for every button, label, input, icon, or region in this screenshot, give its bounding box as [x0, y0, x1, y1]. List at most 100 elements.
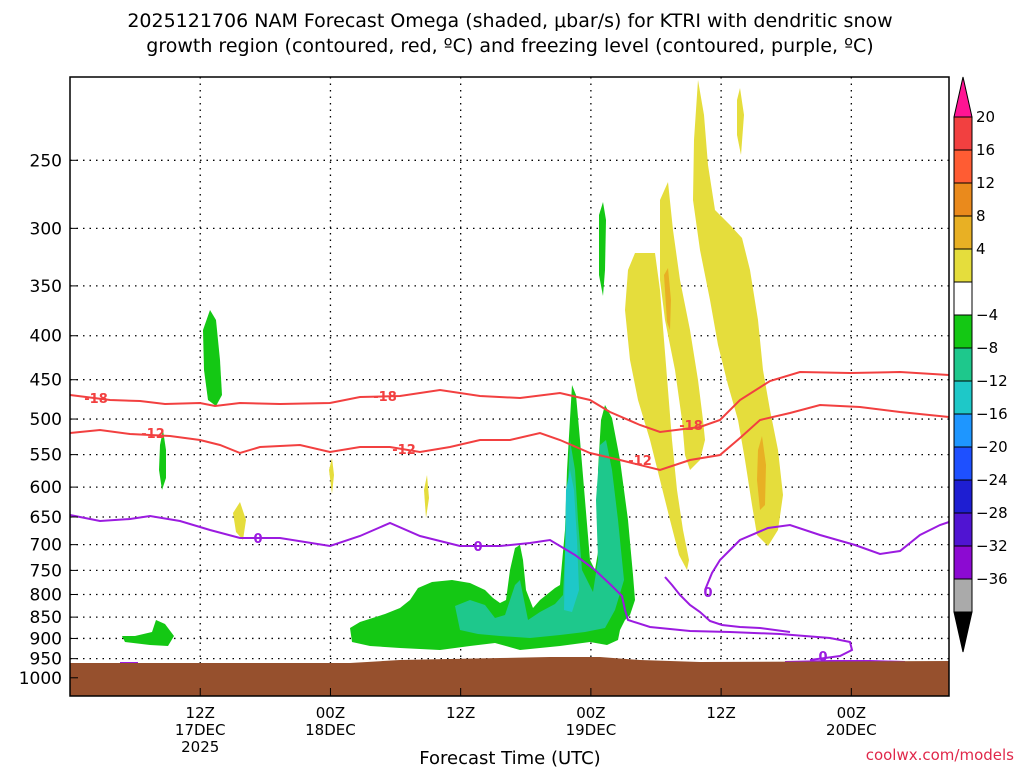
chart-title-line2: growth region (contoured, red, ºC) and f…	[146, 35, 873, 57]
x-tick-label: 2025	[181, 738, 219, 756]
contour-labels: -18 -18 -18 -12 -12 -12 0 0 0 0	[84, 390, 827, 665]
omega-downward-plume-west	[625, 253, 689, 570]
credit-text: coolwx.com/models	[866, 746, 1014, 764]
omega-shading-downward	[233, 80, 783, 570]
y-tick-label: 850	[30, 608, 62, 628]
y-tick-label: 400	[30, 327, 62, 347]
contour-label-minus18-2: -18	[373, 390, 397, 405]
colorbar-segment	[953, 545, 973, 580]
y-tick-label: 550	[30, 446, 62, 466]
contour-label-minus18-3: -18	[679, 419, 703, 434]
colorbar-segment	[953, 281, 973, 316]
colorbar-segment	[953, 314, 973, 349]
contour-label-zero-4: 0	[818, 650, 827, 665]
omega-shading-upward	[122, 202, 635, 650]
colorbar-segment	[953, 182, 973, 217]
colorbar-tick-label: −16	[976, 405, 1008, 423]
colorbar-tick-label: 12	[976, 174, 995, 192]
omega-upward-blob-400-450	[203, 310, 222, 406]
x-tick-label: 18DEC	[305, 721, 356, 739]
y-tick-label: 900	[30, 629, 62, 649]
colorbar-segment	[953, 578, 973, 613]
colorbar-tick-label: 8	[976, 207, 986, 225]
colorbar-segment	[953, 248, 973, 283]
y-tick-label: 950	[30, 650, 62, 670]
colorbar-segment	[953, 446, 973, 481]
omega-downward-plume-middle	[660, 182, 705, 470]
colorbar-segment	[953, 149, 973, 184]
colorbar-segment	[953, 512, 973, 547]
y-tick-label: 800	[30, 585, 62, 605]
x-axis-label: Forecast Time (UTC)	[419, 748, 600, 768]
y-tick-label: 300	[30, 219, 62, 239]
y-tick-label: 1000	[19, 669, 62, 689]
omega-downward-plume-east	[693, 80, 783, 546]
omega-downward-blob-600	[329, 458, 334, 494]
contour-label-minus18-1: -18	[84, 392, 108, 407]
colorbar-tick-label: −36	[976, 570, 1008, 588]
colorbar-tick-label: −8	[976, 339, 998, 357]
colorbar-segment	[953, 380, 973, 415]
contour-line-freezing-east	[704, 521, 950, 591]
contour-line-minus12	[69, 403, 950, 472]
y-axis: 2503003504004505005506006507007508008509…	[19, 151, 78, 689]
x-tick-label: 17DEC	[175, 721, 226, 739]
contour-label-minus12-1: -12	[141, 427, 165, 442]
y-tick-label: 700	[30, 536, 62, 556]
x-tick-label: 00Z	[837, 704, 866, 722]
plot-frame	[69, 76, 950, 697]
contour-label-zero-3: 0	[703, 586, 712, 601]
colorbar-top-arrow	[953, 76, 973, 118]
y-tick-label: 450	[30, 371, 62, 391]
colorbar-segment	[953, 413, 973, 448]
contour-line-minus18	[69, 370, 950, 434]
y-tick-label: 750	[30, 561, 62, 581]
omega-downward-plume-east-core	[757, 436, 766, 510]
contour-label-minus12-3: -12	[628, 454, 652, 469]
y-tick-label: 600	[30, 478, 62, 498]
colorbar-bottom-arrow	[953, 611, 973, 653]
contour-label-zero-1: 0	[253, 532, 262, 547]
x-tick-label: 12Z	[186, 704, 215, 722]
chart-title-line1: 2025121706 NAM Forecast Omega (shaded, μ…	[127, 10, 892, 32]
colorbar-segment	[953, 116, 973, 151]
contour-minus18	[69, 370, 950, 434]
colorbar-tick-label: −12	[976, 372, 1008, 390]
contour-minus12	[69, 403, 950, 472]
colorbar-tick-label: −28	[976, 504, 1008, 522]
x-tick-label: 00Z	[316, 704, 345, 722]
colorbar-segment	[953, 479, 973, 514]
contour-line-freezing-detour	[664, 576, 791, 633]
omega-downward-plume-west-core	[664, 268, 671, 330]
x-tick-label: 12Z	[706, 704, 735, 722]
x-tick-label: 00Z	[576, 704, 605, 722]
y-tick-label: 250	[30, 151, 62, 171]
terrain-surface	[70, 657, 949, 696]
x-tick-label: 12Z	[446, 704, 475, 722]
omega-downward-blob-250	[737, 88, 744, 155]
omega-upward-blob-550-600	[159, 430, 166, 490]
colorbar-tick-label: 20	[976, 108, 995, 126]
colorbar-segment	[953, 215, 973, 250]
colorbar-tick-label: −4	[976, 306, 998, 324]
colorbar-segment	[953, 347, 973, 382]
x-tick-label: 19DEC	[566, 721, 617, 739]
y-tick-label: 500	[30, 410, 62, 430]
omega-upward-blob-300-350	[599, 202, 606, 296]
colorbar-tick-label: 4	[976, 240, 986, 258]
colorbar-tick-label: 16	[976, 141, 995, 159]
x-tick-label: 20DEC	[826, 721, 877, 739]
colorbar: 20 16 12 8 4 −4 −8 −12 −16 −20 −24 −28 −32 −36	[953, 76, 1008, 653]
colorbar-tick-label: −32	[976, 537, 1008, 555]
y-tick-label: 350	[30, 277, 62, 297]
omega-downward-blob-650-700	[233, 502, 246, 540]
omega-upward-blob-near-surface	[122, 620, 174, 646]
contour-label-minus12-2: -12	[392, 443, 416, 458]
colorbar-tick-label: −24	[976, 471, 1008, 489]
contour-label-zero-2: 0	[473, 540, 482, 555]
omega-upward-strong-core	[564, 470, 579, 612]
plot-area: -18 -18 -18 -12 -12 -12 0 0 0 0	[69, 76, 950, 697]
contour-line-freezing-main	[69, 514, 854, 661]
omega-upward-core	[455, 440, 624, 638]
